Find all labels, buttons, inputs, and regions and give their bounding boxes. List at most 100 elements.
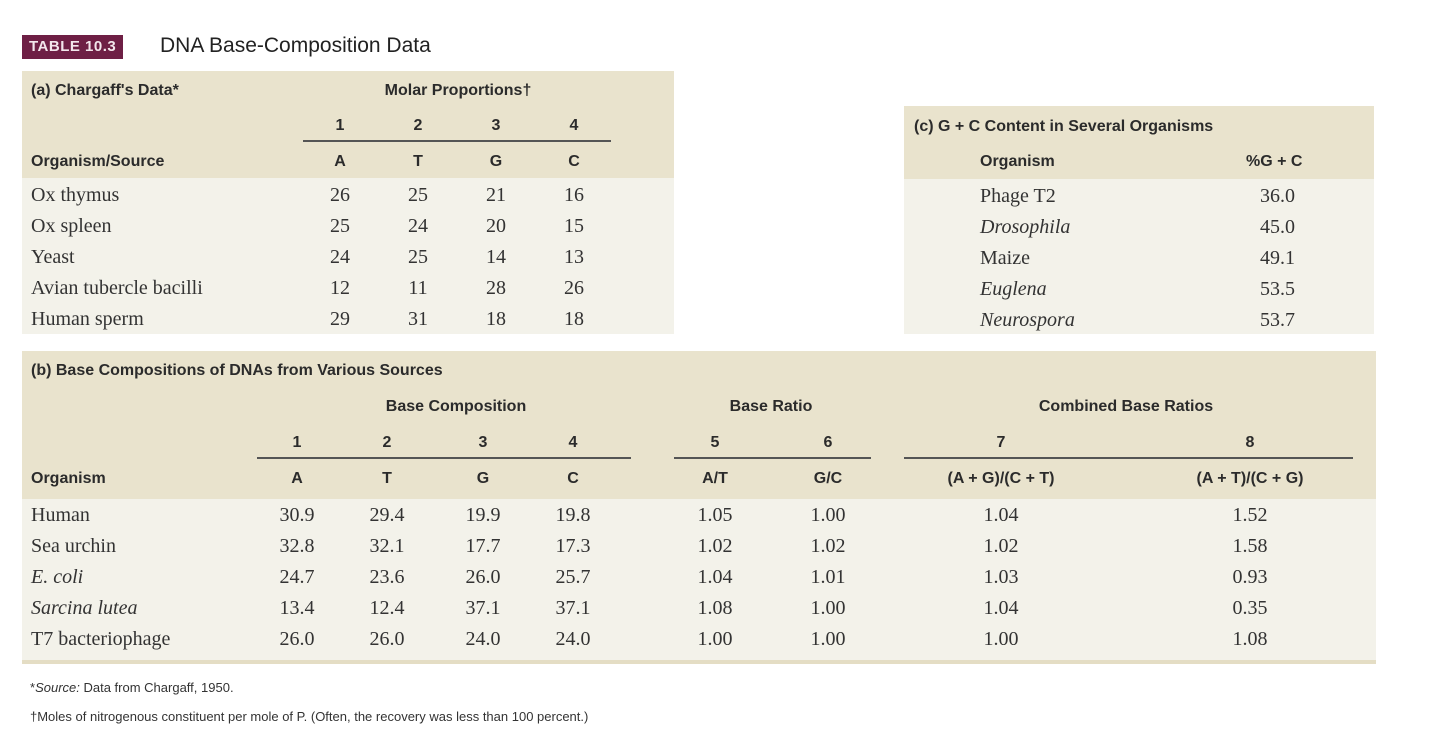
value-a: 29 bbox=[330, 308, 350, 330]
panel-c-gc-content: (c) G + C Content in Several Organisms O… bbox=[904, 106, 1374, 334]
col-number: 2 bbox=[382, 434, 392, 451]
value-g: 14 bbox=[486, 246, 506, 268]
table-row: E. coli 24.7 23.6 26.0 25.7 1.04 1.01 1.… bbox=[22, 566, 1376, 594]
col-number: 2 bbox=[413, 117, 423, 134]
value-g: 28 bbox=[486, 277, 506, 299]
value-c: 37.1 bbox=[555, 597, 591, 619]
footnote-asterisk: * bbox=[30, 680, 36, 695]
col-number: 3 bbox=[491, 117, 501, 134]
value-a: 32.8 bbox=[279, 535, 315, 557]
gc-value: 45.0 bbox=[1260, 216, 1295, 238]
organism-name: Ox thymus bbox=[31, 184, 120, 206]
value-t: 26.0 bbox=[369, 628, 405, 650]
value-c: 24.0 bbox=[555, 628, 591, 650]
organism-name: Sea urchin bbox=[31, 535, 116, 557]
gc-value: 53.7 bbox=[1260, 309, 1295, 331]
base-composition-rule bbox=[257, 457, 631, 459]
table-row: Avian tubercle bacilli 12 11 28 26 bbox=[22, 277, 674, 305]
value-a: 26 bbox=[330, 184, 350, 206]
value-a: 24.7 bbox=[279, 566, 315, 588]
panel-b-base-compositions: (b) Base Compositions of DNAs from Vario… bbox=[22, 351, 1376, 664]
molar-proportions-header: Molar Proportions† bbox=[384, 82, 532, 99]
col-header-c: C bbox=[567, 470, 579, 487]
value-g-c: 1.00 bbox=[810, 628, 846, 650]
value-at-cg: 1.58 bbox=[1232, 535, 1268, 557]
value-g: 26.0 bbox=[465, 566, 501, 588]
organism-name: E. coli bbox=[31, 566, 84, 588]
organism-name: Maize bbox=[980, 247, 1030, 269]
value-ag-ct: 1.03 bbox=[983, 566, 1019, 588]
table-row: Sea urchin 32.8 32.1 17.7 17.3 1.02 1.02… bbox=[22, 535, 1376, 563]
value-t: 32.1 bbox=[369, 535, 405, 557]
value-c: 26 bbox=[564, 277, 584, 299]
footnote-source: *Source: Data from Chargaff, 1950. bbox=[30, 680, 234, 695]
value-g: 17.7 bbox=[465, 535, 501, 557]
col-header-gc-percent: %G + C bbox=[1246, 153, 1303, 170]
gc-value: 36.0 bbox=[1260, 185, 1295, 207]
value-a: 13.4 bbox=[279, 597, 315, 619]
table-row: Ox thymus 26 25 21 16 bbox=[22, 184, 674, 212]
combined-ratios-rule bbox=[904, 457, 1353, 459]
row-header-organism-source: Organism/Source bbox=[31, 153, 165, 170]
footnote-source-label: Source: bbox=[35, 680, 80, 695]
value-t: 25 bbox=[408, 184, 428, 206]
value-a-t: 1.04 bbox=[697, 566, 733, 588]
table-row: Sarcina lutea 13.4 12.4 37.1 37.1 1.08 1… bbox=[22, 597, 1376, 625]
col-header-t: T bbox=[382, 470, 392, 487]
col-number: 8 bbox=[1245, 434, 1255, 451]
table-number-badge: TABLE 10.3 bbox=[22, 35, 124, 59]
value-at-cg: 0.93 bbox=[1232, 566, 1268, 588]
value-a-t: 1.00 bbox=[697, 628, 733, 650]
base-ratio-rule bbox=[674, 457, 871, 459]
col-number: 3 bbox=[478, 434, 488, 451]
panel-a-heading: (a) Chargaff's Data* bbox=[31, 82, 179, 99]
row-header-organism: Organism bbox=[31, 470, 106, 487]
gc-value: 49.1 bbox=[1260, 247, 1295, 269]
value-c: 19.8 bbox=[555, 504, 591, 526]
col-header-ag-ct: (A + G)/(C + T) bbox=[947, 470, 1055, 487]
table-row: T7 bacteriophage 26.0 26.0 24.0 24.0 1.0… bbox=[22, 628, 1376, 656]
table-row: Human 30.9 29.4 19.9 19.8 1.05 1.00 1.04… bbox=[22, 504, 1376, 532]
col-header-g-c: G/C bbox=[813, 470, 843, 487]
col-header-a: A bbox=[291, 470, 303, 487]
value-at-cg: 0.35 bbox=[1232, 597, 1268, 619]
value-ag-ct: 1.00 bbox=[983, 628, 1019, 650]
panel-c-body bbox=[904, 179, 1374, 334]
value-c: 16 bbox=[564, 184, 584, 206]
footnote-molar-definition: †Moles of nitrogenous constituent per mo… bbox=[30, 709, 589, 724]
value-a-t: 1.02 bbox=[697, 535, 733, 557]
organism-name: Avian tubercle bacilli bbox=[31, 277, 203, 299]
value-g: 24.0 bbox=[465, 628, 501, 650]
panel-c-header bbox=[904, 106, 1374, 179]
col-number: 6 bbox=[823, 434, 833, 451]
panel-b-header bbox=[22, 351, 1376, 499]
col-header-g: G bbox=[489, 153, 503, 170]
panel-b-body bbox=[22, 499, 1376, 660]
col-number: 4 bbox=[568, 434, 578, 451]
col-header-a: A bbox=[334, 153, 346, 170]
value-a: 30.9 bbox=[279, 504, 315, 526]
value-t: 23.6 bbox=[369, 566, 405, 588]
value-t: 12.4 bbox=[369, 597, 405, 619]
value-c: 25.7 bbox=[555, 566, 591, 588]
panel-a-header bbox=[22, 71, 674, 178]
value-ag-ct: 1.04 bbox=[983, 597, 1019, 619]
organism-name: Human sperm bbox=[31, 308, 144, 330]
value-t: 24 bbox=[408, 215, 428, 237]
value-ag-ct: 1.04 bbox=[983, 504, 1019, 526]
value-c: 18 bbox=[564, 308, 584, 330]
col-header-g: G bbox=[476, 470, 490, 487]
panel-b-bottom-rule bbox=[22, 660, 1376, 664]
value-g-c: 1.02 bbox=[810, 535, 846, 557]
organism-name: Human bbox=[31, 504, 90, 526]
value-t: 31 bbox=[408, 308, 428, 330]
value-a: 24 bbox=[330, 246, 350, 268]
table-row: Yeast 24 25 14 13 bbox=[22, 246, 674, 274]
value-g-c: 1.00 bbox=[810, 504, 846, 526]
value-g-c: 1.00 bbox=[810, 597, 846, 619]
organism-name: Sarcina lutea bbox=[31, 597, 138, 619]
value-g: 21 bbox=[486, 184, 506, 206]
panel-c-heading: (c) G + C Content in Several Organisms bbox=[914, 118, 1214, 135]
value-a: 25 bbox=[330, 215, 350, 237]
col-header-a-t: A/T bbox=[702, 470, 728, 487]
